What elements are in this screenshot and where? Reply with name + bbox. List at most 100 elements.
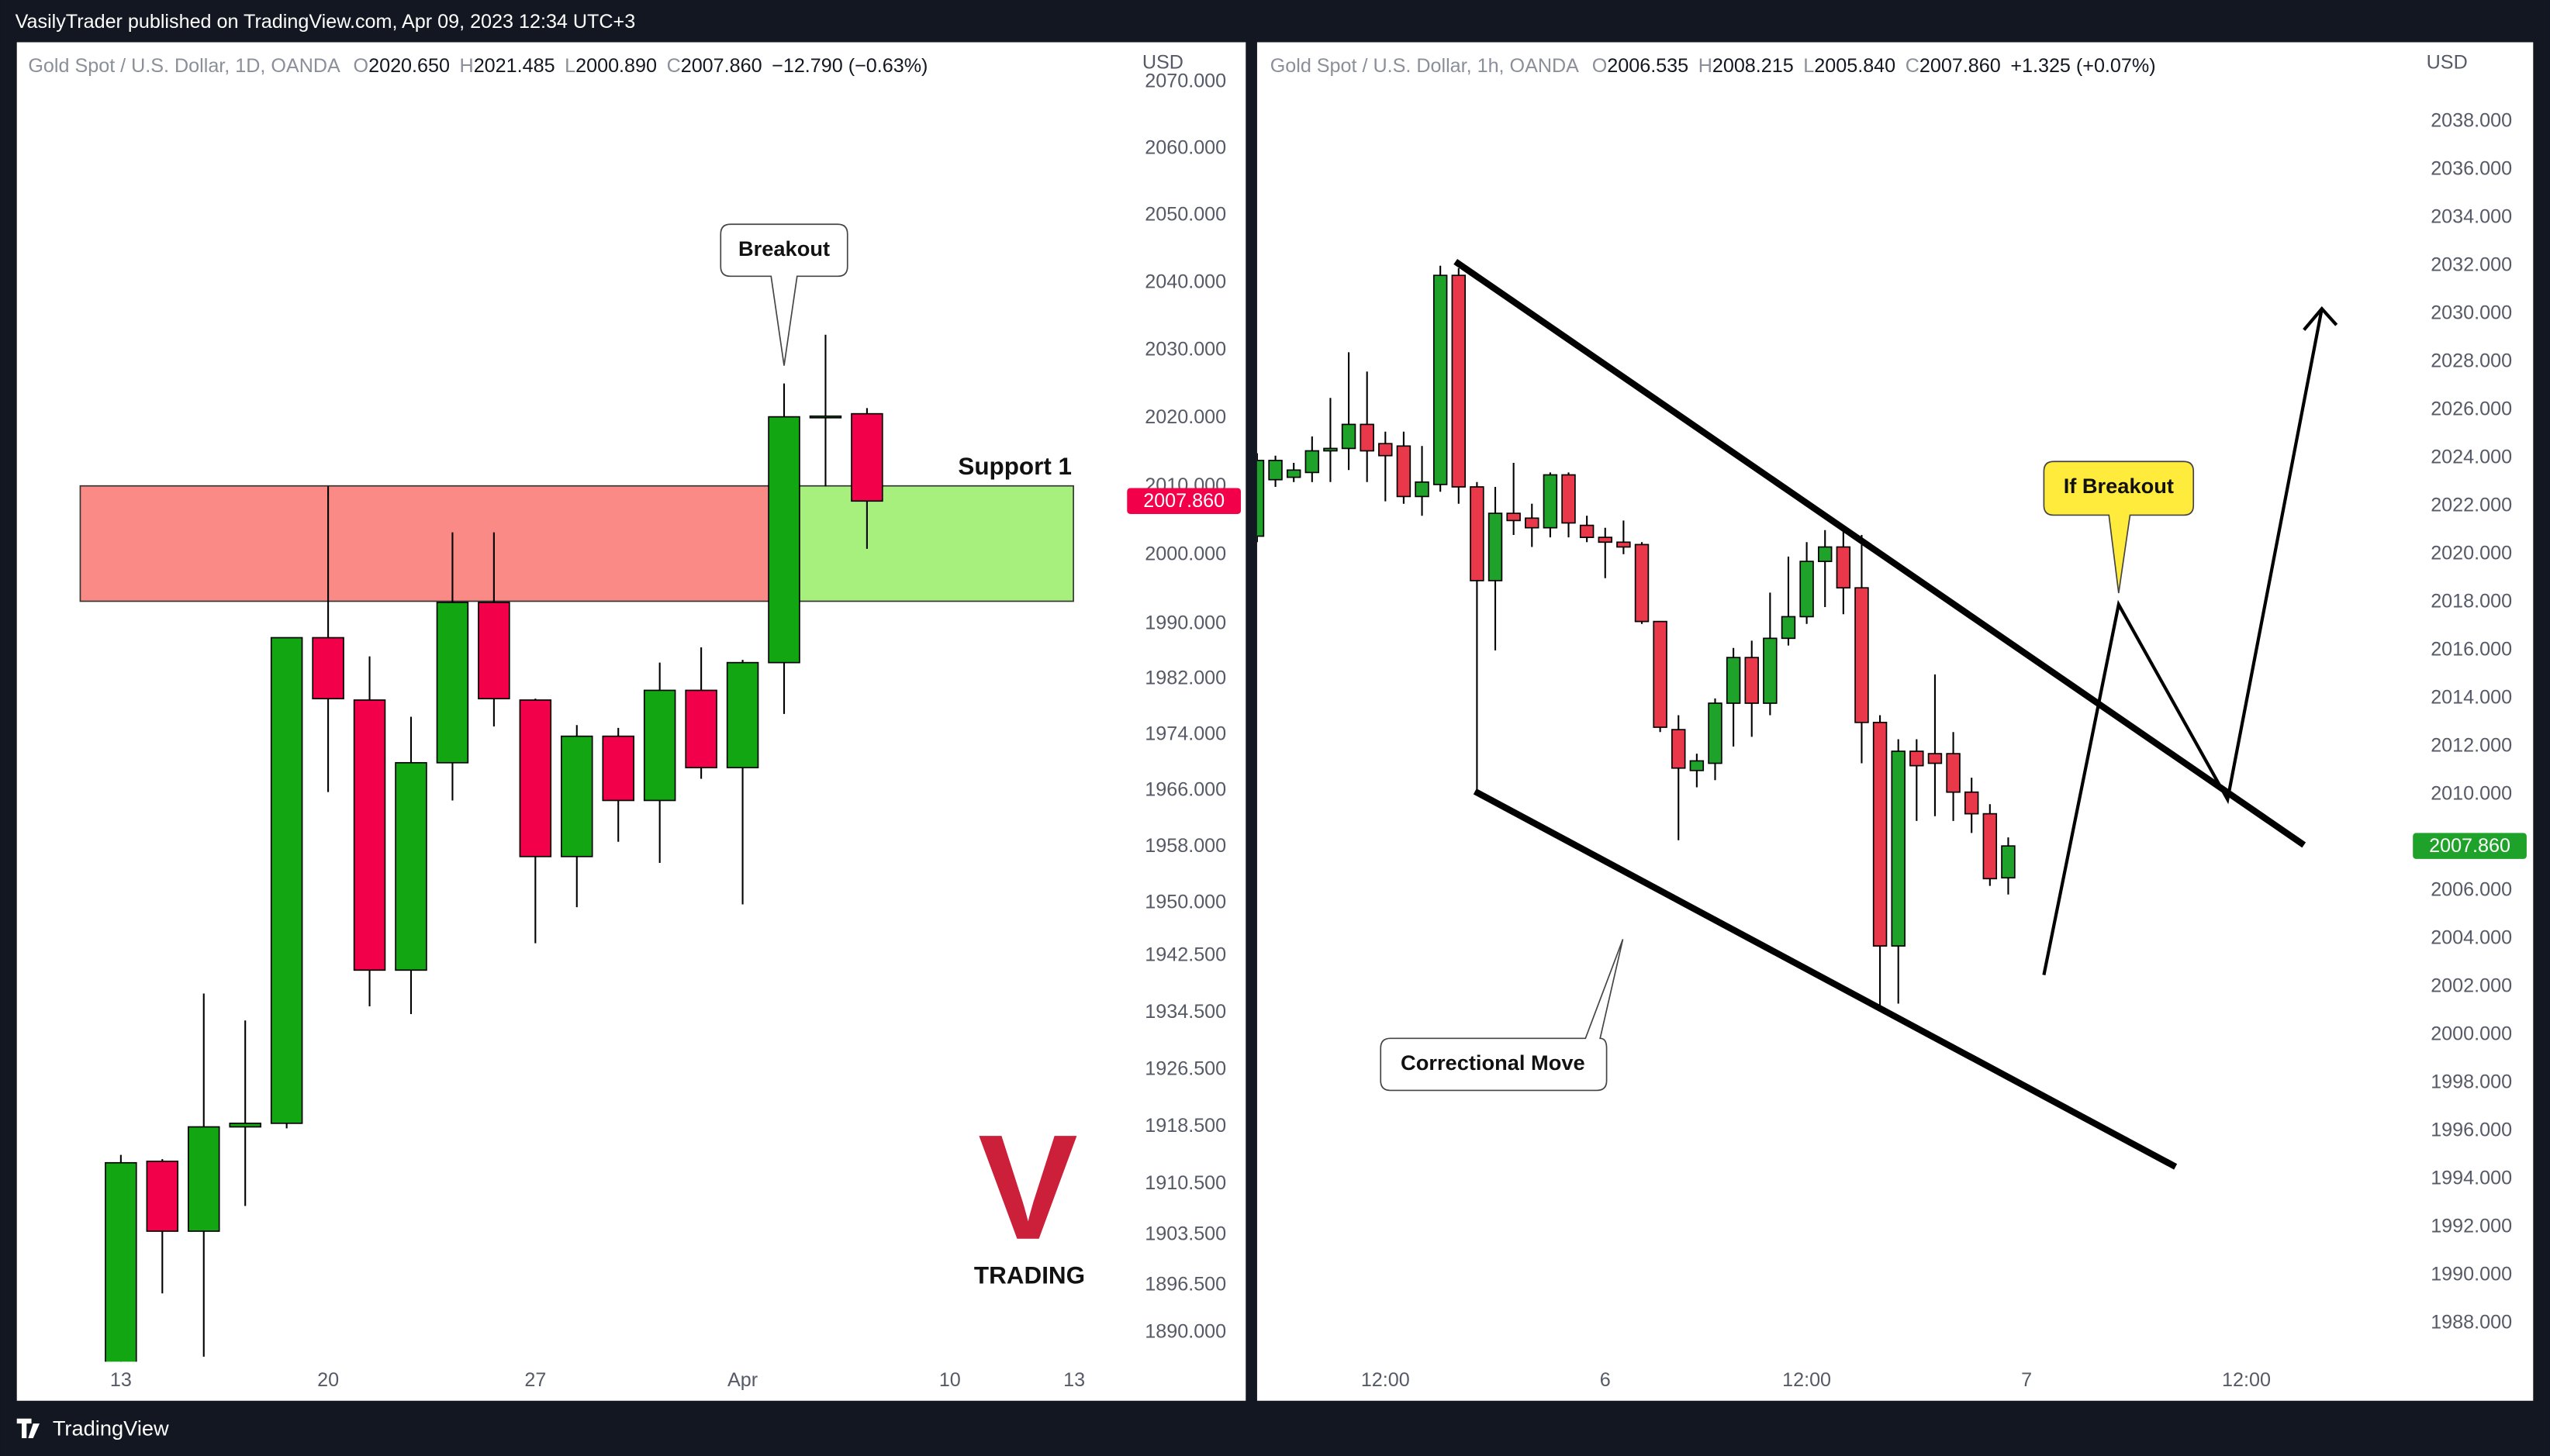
y-tick-label: 1950.000 bbox=[1145, 891, 1226, 913]
y-tick-label: 2012.000 bbox=[2431, 734, 2512, 756]
y-tick-label: 1966.000 bbox=[1145, 778, 1226, 800]
x-tick-label: 20 bbox=[317, 1369, 339, 1391]
change: +1.325 (+0.07%) bbox=[2010, 55, 2155, 77]
candle-body bbox=[146, 1161, 179, 1232]
candle-body bbox=[1708, 702, 1722, 764]
candle-body bbox=[1396, 445, 1411, 498]
support-label: Support 1 bbox=[958, 453, 1072, 480]
chart-header: Gold Spot / U.S. Dollar, 1D, OANDA O2020.… bbox=[28, 55, 928, 77]
y-tick-label: 1990.000 bbox=[1145, 612, 1226, 633]
ohlc-value: 2007.860 bbox=[1919, 55, 2001, 77]
y-tick-label: 2016.000 bbox=[2431, 638, 2512, 660]
candle-body bbox=[395, 761, 427, 971]
resistance-zone bbox=[79, 485, 772, 602]
left-pane bbox=[16, 42, 1246, 1401]
candle-body bbox=[1689, 760, 1705, 771]
right-candles bbox=[1256, 265, 2016, 1011]
y-tick-label: 2038.000 bbox=[2431, 109, 2512, 131]
channel-upper bbox=[1453, 258, 2306, 848]
ohlc-key: O bbox=[354, 55, 369, 77]
y-tick-label: 1926.500 bbox=[1145, 1057, 1226, 1079]
candle-body bbox=[685, 689, 717, 768]
y-tick-label: 1998.000 bbox=[2431, 1071, 2512, 1092]
y-tick-label: 2014.000 bbox=[2431, 686, 2512, 708]
y-tick-label: 1992.000 bbox=[2431, 1215, 2512, 1237]
y-tick-label: 2060.000 bbox=[1145, 136, 1226, 158]
y-tick-label: 1910.500 bbox=[1145, 1172, 1226, 1194]
candle-body bbox=[1561, 474, 1576, 524]
y-tick-label: 1996.000 bbox=[2431, 1119, 2512, 1140]
candle-body bbox=[1304, 450, 1320, 474]
candle-body bbox=[1836, 546, 1851, 589]
ohlc-key: H bbox=[460, 55, 474, 77]
x-tick-label: 13 bbox=[110, 1369, 132, 1391]
x-tick-label: 6 bbox=[1600, 1369, 1611, 1391]
y-tick-label: 1990.000 bbox=[2431, 1263, 2512, 1285]
y-tick-label: 2002.000 bbox=[2431, 975, 2512, 996]
candle-body bbox=[1256, 460, 1265, 537]
last-price-tag bbox=[1127, 488, 1241, 515]
candle-body bbox=[353, 699, 386, 971]
ohlc-key: L bbox=[565, 55, 575, 77]
support-zone bbox=[796, 485, 1074, 602]
candle-body bbox=[1726, 657, 1741, 704]
brand: TradingView bbox=[53, 1416, 169, 1440]
candle-body bbox=[1360, 423, 1374, 452]
x-tick-label: 12:00 bbox=[1361, 1369, 1410, 1391]
y-tick-label: 2030.000 bbox=[1145, 338, 1226, 360]
ohlc-value: 2005.840 bbox=[1814, 55, 1895, 77]
candle-body bbox=[1470, 486, 1484, 581]
candle-body bbox=[1653, 620, 1667, 728]
candle-body bbox=[1781, 616, 1796, 640]
candle-body bbox=[1525, 517, 1539, 529]
x-tick-label: 13 bbox=[1063, 1369, 1085, 1391]
ohlc-key: C bbox=[667, 55, 681, 77]
chart-title: Gold Spot / U.S. Dollar, 1h, OANDA bbox=[1270, 55, 1579, 77]
candle-body bbox=[436, 602, 469, 764]
ohlc-value: 2007.860 bbox=[681, 55, 762, 77]
candle-body bbox=[1964, 791, 1979, 815]
logo-mark: V bbox=[978, 1103, 1078, 1271]
price-tags: 2007.860 2007.860 bbox=[1127, 488, 2527, 859]
right-pane bbox=[1256, 42, 2534, 1401]
currency: USD bbox=[1142, 51, 1183, 73]
candle-body bbox=[1891, 750, 1906, 947]
chart-header: Gold Spot / U.S. Dollar, 1h, OANDA O2006.… bbox=[1270, 55, 2156, 77]
candle-body bbox=[270, 637, 303, 1124]
y-tick-label: 1974.000 bbox=[1145, 723, 1226, 744]
candle-body bbox=[643, 689, 676, 802]
y-tick-label: 2036.000 bbox=[2431, 157, 2512, 179]
y-tick-label: 1918.500 bbox=[1145, 1115, 1226, 1137]
x-tick-label: 12:00 bbox=[1782, 1369, 1831, 1391]
y-tick-label: 2034.000 bbox=[2431, 205, 2512, 227]
y-tick-label: 2020.000 bbox=[1145, 406, 1226, 428]
y-tick-label: 2024.000 bbox=[2431, 446, 2512, 468]
y-tick-label: 2070.000 bbox=[1145, 70, 1226, 91]
last-price-tag bbox=[2413, 833, 2527, 859]
y-tick-label: 1988.000 bbox=[2431, 1311, 2512, 1333]
publish-info: VasilyTrader published on TradingView.co… bbox=[16, 11, 636, 33]
candle-body bbox=[1451, 274, 1467, 488]
y-tick-label: 2050.000 bbox=[1145, 204, 1226, 226]
candle-body bbox=[1341, 423, 1356, 450]
x-tick-label: 12:00 bbox=[2222, 1369, 2271, 1391]
x-tick-label: 27 bbox=[524, 1369, 546, 1391]
x-tick-label: 10 bbox=[939, 1369, 961, 1391]
last-price-label: 2007.860 bbox=[1143, 490, 1225, 512]
ohlc-key: H bbox=[1698, 55, 1712, 77]
candle-body bbox=[561, 735, 593, 857]
ohlc-value: 2000.890 bbox=[575, 55, 657, 77]
candle-body bbox=[1268, 460, 1283, 481]
projection-arrow bbox=[2042, 308, 2324, 976]
y-tick-label: 2000.000 bbox=[1145, 543, 1226, 564]
candle-body bbox=[1634, 543, 1650, 623]
candle-body bbox=[1432, 274, 1448, 485]
y-tick-label: 2000.000 bbox=[2431, 1023, 2512, 1044]
candle-body bbox=[1543, 474, 1558, 529]
candle-body bbox=[602, 735, 634, 802]
correction-callout bbox=[1380, 939, 1624, 1092]
candle-body bbox=[1506, 512, 1521, 522]
y-tick-label: 2032.000 bbox=[2431, 254, 2512, 275]
candle-body bbox=[809, 415, 842, 419]
